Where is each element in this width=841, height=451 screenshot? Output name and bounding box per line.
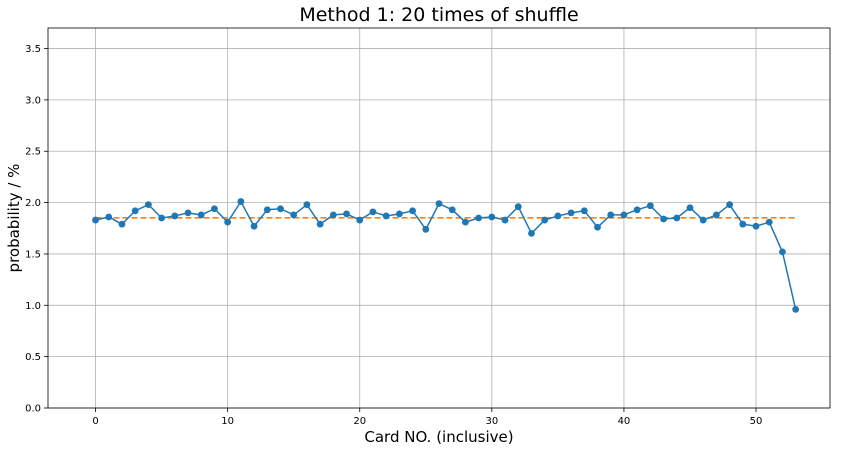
data-point [171, 212, 179, 220]
series-layer [92, 198, 800, 313]
data-point [792, 306, 800, 313]
data-point [316, 220, 324, 228]
x-tick-label: 40 [618, 416, 631, 427]
plot-frame [47, 27, 831, 409]
data-point [356, 216, 364, 224]
data-point [726, 201, 734, 209]
y-tick-label: 2.5 [25, 147, 41, 158]
y-tick-label: 0.0 [25, 404, 41, 415]
data-point [92, 216, 99, 224]
data-point [633, 206, 641, 214]
y-tick-label: 1.0 [25, 301, 41, 312]
data-point [752, 222, 760, 230]
data-point [277, 205, 284, 213]
ticks: 0 10 20 30 40 50 0.0 0.5 1.0 1.5 2.0 2.5 3.0 3.5 [25, 44, 762, 427]
data-point [699, 216, 707, 224]
data-point [594, 223, 601, 231]
data-point [118, 220, 126, 228]
y-tick-label: 0.5 [25, 352, 41, 363]
chart-title: Method 1: 20 times of shuffle [299, 4, 578, 26]
x-tick-label: 30 [485, 416, 498, 427]
data-point [779, 248, 786, 256]
data-point [462, 218, 469, 226]
data-point [395, 210, 403, 218]
data-point [739, 220, 747, 228]
data-point [329, 211, 337, 219]
data-point [435, 200, 443, 208]
x-axis-label: Card NO. (inclusive) [364, 428, 513, 446]
data-point [660, 215, 667, 223]
data-point [263, 206, 271, 214]
x-tick-label: 50 [750, 416, 763, 427]
y-axis-label: probability / % [5, 164, 23, 273]
data-point [343, 210, 350, 218]
data-point [475, 214, 483, 222]
data-point [567, 209, 575, 217]
data-point [765, 218, 773, 226]
data-point [237, 198, 245, 205]
data-point [686, 204, 694, 212]
data-point [646, 202, 654, 210]
y-tick-label: 3.0 [25, 95, 41, 106]
data-point [422, 225, 430, 233]
data-point [105, 213, 113, 221]
data-point [673, 214, 681, 222]
data-point [144, 201, 152, 209]
y-tick-label: 2.0 [25, 198, 41, 209]
data-point [382, 212, 390, 220]
data-point [528, 230, 535, 237]
data-point [211, 205, 218, 213]
data-point [488, 213, 496, 221]
data-point [369, 208, 377, 216]
x-tick-label: 10 [221, 416, 234, 427]
y-tick-label: 3.5 [25, 44, 41, 55]
data-point [197, 211, 205, 219]
data-point [448, 206, 456, 214]
data-point [250, 222, 258, 230]
data-point [620, 211, 628, 219]
data-point [607, 211, 615, 219]
data-point [541, 216, 549, 224]
data-point [580, 207, 588, 215]
data-point [303, 201, 311, 209]
y-tick-label: 1.5 [25, 249, 41, 260]
data-point [184, 209, 192, 217]
x-tick-label: 0 [92, 416, 98, 427]
data-point [409, 207, 416, 215]
data-point [712, 211, 720, 219]
data-point [501, 216, 509, 224]
data-point [290, 211, 298, 219]
data-point [554, 212, 562, 220]
data-point [224, 218, 232, 226]
data-point [158, 214, 166, 222]
data-point [131, 207, 139, 215]
data-point [514, 203, 522, 211]
x-tick-label: 20 [353, 416, 366, 427]
